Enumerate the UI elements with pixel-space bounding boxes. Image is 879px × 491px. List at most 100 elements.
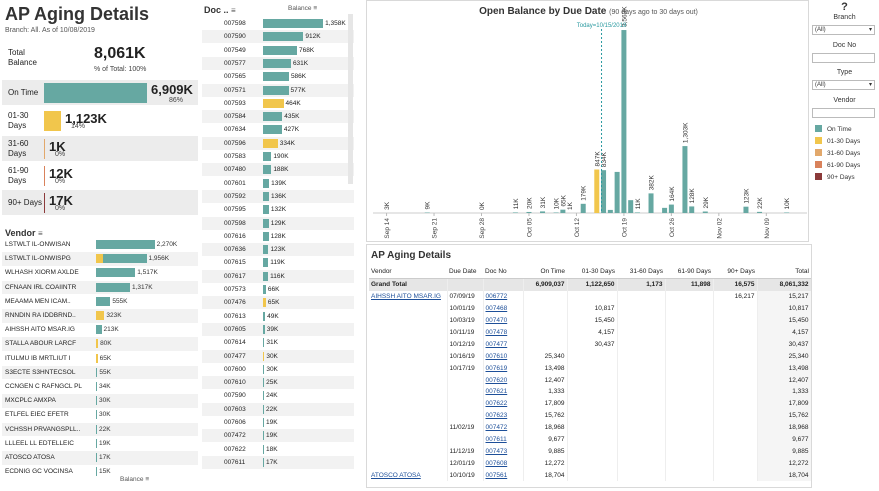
chart-bar[interactable] bbox=[784, 212, 790, 213]
vendor-row[interactable]: ITULMU IB MRTLIUT I 65K bbox=[2, 352, 198, 366]
doc-row[interactable]: 007590 24K bbox=[202, 389, 354, 402]
table-row[interactable]: 10/11/19 007478 4,157 4,157 bbox=[369, 326, 811, 339]
vendor-row[interactable]: LSTWLT IL-ONWISPG 1,956K bbox=[2, 252, 198, 266]
doc-no-link[interactable]: 007608 bbox=[483, 457, 524, 470]
doc-row[interactable]: 007472 19K bbox=[202, 429, 354, 443]
table-row[interactable]: 007611 9,677 9,677 bbox=[369, 433, 811, 446]
doc-row[interactable]: 007611 17K bbox=[202, 455, 354, 470]
doc-no-link[interactable]: 007472 bbox=[483, 421, 524, 434]
chart-bar[interactable] bbox=[743, 206, 749, 213]
doc-row[interactable]: 007598 129K bbox=[202, 216, 354, 230]
chart-bar[interactable] bbox=[662, 207, 668, 213]
doc-row[interactable]: 007615 119K bbox=[202, 256, 354, 269]
doc-no-link[interactable]: 007622 bbox=[483, 397, 524, 410]
doc-row[interactable]: 007577 631K bbox=[202, 56, 354, 71]
doc-row[interactable]: 007480 188K bbox=[202, 163, 354, 177]
total-balance-row[interactable]: Total Balance 8,061K % of Total: 100% bbox=[2, 40, 198, 78]
column-header[interactable]: Doc No bbox=[483, 265, 523, 279]
summary-row[interactable]: 90+ Days 17K 0% bbox=[2, 190, 198, 216]
vendor-row[interactable]: ECDNIG GC VOCINSA 15K bbox=[2, 465, 198, 479]
summary-row[interactable]: 61-90 Days 12K 0% bbox=[2, 163, 198, 189]
chart-bar[interactable] bbox=[594, 169, 600, 213]
type-filter-select[interactable]: (All) ▾ bbox=[812, 80, 875, 90]
table-row[interactable]: 007623 15,762 15,762 bbox=[369, 409, 811, 422]
summary-row[interactable]: On Time 6,909K 86% bbox=[2, 80, 198, 106]
legend-item[interactable]: On Time bbox=[815, 125, 852, 134]
doc-no-link[interactable]: 007620 bbox=[483, 374, 524, 387]
doc-no-link[interactable]: 007611 bbox=[483, 433, 524, 446]
chart-bar[interactable] bbox=[668, 204, 674, 213]
vendor-row[interactable]: STALLA ABOUR LARCF 80K bbox=[2, 337, 198, 351]
doc-row[interactable]: 007477 30K bbox=[202, 349, 354, 363]
chart-bar[interactable] bbox=[560, 209, 566, 213]
column-header[interactable]: On Time bbox=[523, 265, 567, 279]
vendor-row[interactable]: LSTWLT IL-ONWISAN 2,270K bbox=[2, 238, 198, 252]
doc-row[interactable]: 007603 22K bbox=[202, 402, 354, 416]
doc-header[interactable]: Doc .. ≡ bbox=[204, 5, 236, 15]
legend-item[interactable]: 90+ Days bbox=[815, 173, 855, 182]
vendor-row[interactable]: LLLEEL LL EDTELLEIC 19K bbox=[2, 437, 198, 451]
chart-bar[interactable] bbox=[689, 206, 695, 213]
table-row[interactable]: 11/02/19 007472 18,968 18,968 bbox=[369, 421, 811, 434]
doc-row[interactable]: 007590 912K bbox=[202, 30, 354, 44]
column-header[interactable]: 61-90 Days bbox=[665, 265, 713, 279]
doc-no-link[interactable]: 007610 bbox=[483, 350, 524, 363]
chart-bar[interactable] bbox=[634, 212, 640, 213]
vendor-header[interactable]: Vendor ≡ bbox=[5, 228, 43, 238]
vendor-row[interactable]: ATOSCO ATOSA 17K bbox=[2, 451, 198, 465]
doc-row[interactable]: 007565 586K bbox=[202, 70, 354, 83]
chart-bar[interactable] bbox=[702, 211, 708, 213]
doc-row[interactable]: 007593 464K bbox=[202, 97, 354, 110]
table-row[interactable]: 10/01/19 007468 10,817 10,817 bbox=[369, 302, 811, 315]
table-row[interactable]: 007620 12,407 12,407 bbox=[369, 374, 811, 387]
doc-row[interactable]: 007606 19K bbox=[202, 416, 354, 429]
table-row[interactable]: 10/16/19 007610 25,340 25,340 bbox=[369, 350, 811, 363]
doc-row[interactable]: 007605 39K bbox=[202, 322, 354, 337]
column-header[interactable]: Due Date bbox=[447, 265, 483, 279]
vendor-row[interactable]: ETLFEL EIEC EFETR 30K bbox=[2, 408, 198, 422]
doc-row[interactable]: 007595 132K bbox=[202, 203, 354, 216]
column-header[interactable]: Vendor bbox=[369, 265, 447, 279]
table-row[interactable]: 10/12/19 007477 30,437 30,437 bbox=[369, 338, 811, 351]
chart-bar[interactable] bbox=[512, 212, 518, 213]
column-header[interactable]: 90+ Days bbox=[713, 265, 757, 279]
doc-row[interactable]: 007571 577K bbox=[202, 83, 354, 97]
vendor-filter-input[interactable] bbox=[812, 108, 875, 118]
chart-bar[interactable] bbox=[526, 211, 532, 213]
vendor-row[interactable]: CCNGEN C RAFNGCL PL 34K bbox=[2, 380, 198, 394]
doc-no-link[interactable]: 007470 bbox=[483, 314, 524, 327]
doc-no-link[interactable]: 007468 bbox=[483, 302, 524, 315]
doc-scrollbar[interactable] bbox=[348, 14, 353, 184]
chart-bar[interactable] bbox=[614, 171, 620, 213]
summary-row[interactable]: 31-60 Days 1K 0% bbox=[2, 136, 198, 162]
table-row[interactable]: ATOSCO ATOSA 10/10/19 007561 18,704 18,704 bbox=[369, 469, 811, 482]
table-row[interactable]: 12/01/19 007608 12,272 12,272 bbox=[369, 457, 811, 470]
legend-item[interactable]: 61-90 Days bbox=[815, 161, 860, 170]
doc-row[interactable]: 007617 116K bbox=[202, 269, 354, 283]
doc-row[interactable]: 007636 123K bbox=[202, 243, 354, 257]
branch-filter-select[interactable]: (All) ▾ bbox=[812, 25, 875, 35]
doc-row[interactable]: 007549 768K bbox=[202, 44, 354, 57]
vendor-link[interactable]: AIHSSH AITO MSAR.IG bbox=[369, 290, 448, 303]
chart-bar[interactable] bbox=[757, 211, 763, 213]
doc-no-link[interactable]: 007477 bbox=[483, 338, 524, 351]
vendor-row[interactable]: MXCPLC AMXPA 30K bbox=[2, 394, 198, 408]
doc-no-link[interactable]: 007478 bbox=[483, 326, 524, 339]
vendor-row[interactable]: S3ECTE S3HNTECSOL 55K bbox=[2, 365, 198, 380]
doc-row[interactable]: 007598 1,358K bbox=[202, 17, 354, 30]
doc-row[interactable]: 007610 25K bbox=[202, 376, 354, 390]
legend-item[interactable]: 31-60 Days bbox=[815, 149, 860, 158]
doc-no-link[interactable]: 007561 bbox=[483, 469, 524, 482]
chart-bar[interactable] bbox=[628, 200, 634, 213]
chart-bar[interactable] bbox=[580, 203, 586, 213]
column-header[interactable]: Total bbox=[757, 265, 811, 279]
table-row[interactable]: 11/12/19 007473 9,885 9,885 bbox=[369, 445, 811, 458]
chart-bar[interactable] bbox=[682, 146, 688, 213]
table-row[interactable]: 007621 1,333 1,333 bbox=[369, 386, 811, 398]
vendor-row[interactable]: RNNDIN RA IDDBRND.. 323K bbox=[2, 309, 198, 323]
doc-row[interactable]: 007596 334K bbox=[202, 136, 354, 150]
table-row[interactable]: 007622 17,809 17,809 bbox=[369, 397, 811, 410]
summary-row[interactable]: 01-30 Days 1,123K 14% bbox=[2, 108, 198, 134]
doc-row[interactable]: 007573 66K bbox=[202, 283, 354, 296]
table-row[interactable]: 10/17/19 007619 13,498 13,498 bbox=[369, 362, 811, 375]
